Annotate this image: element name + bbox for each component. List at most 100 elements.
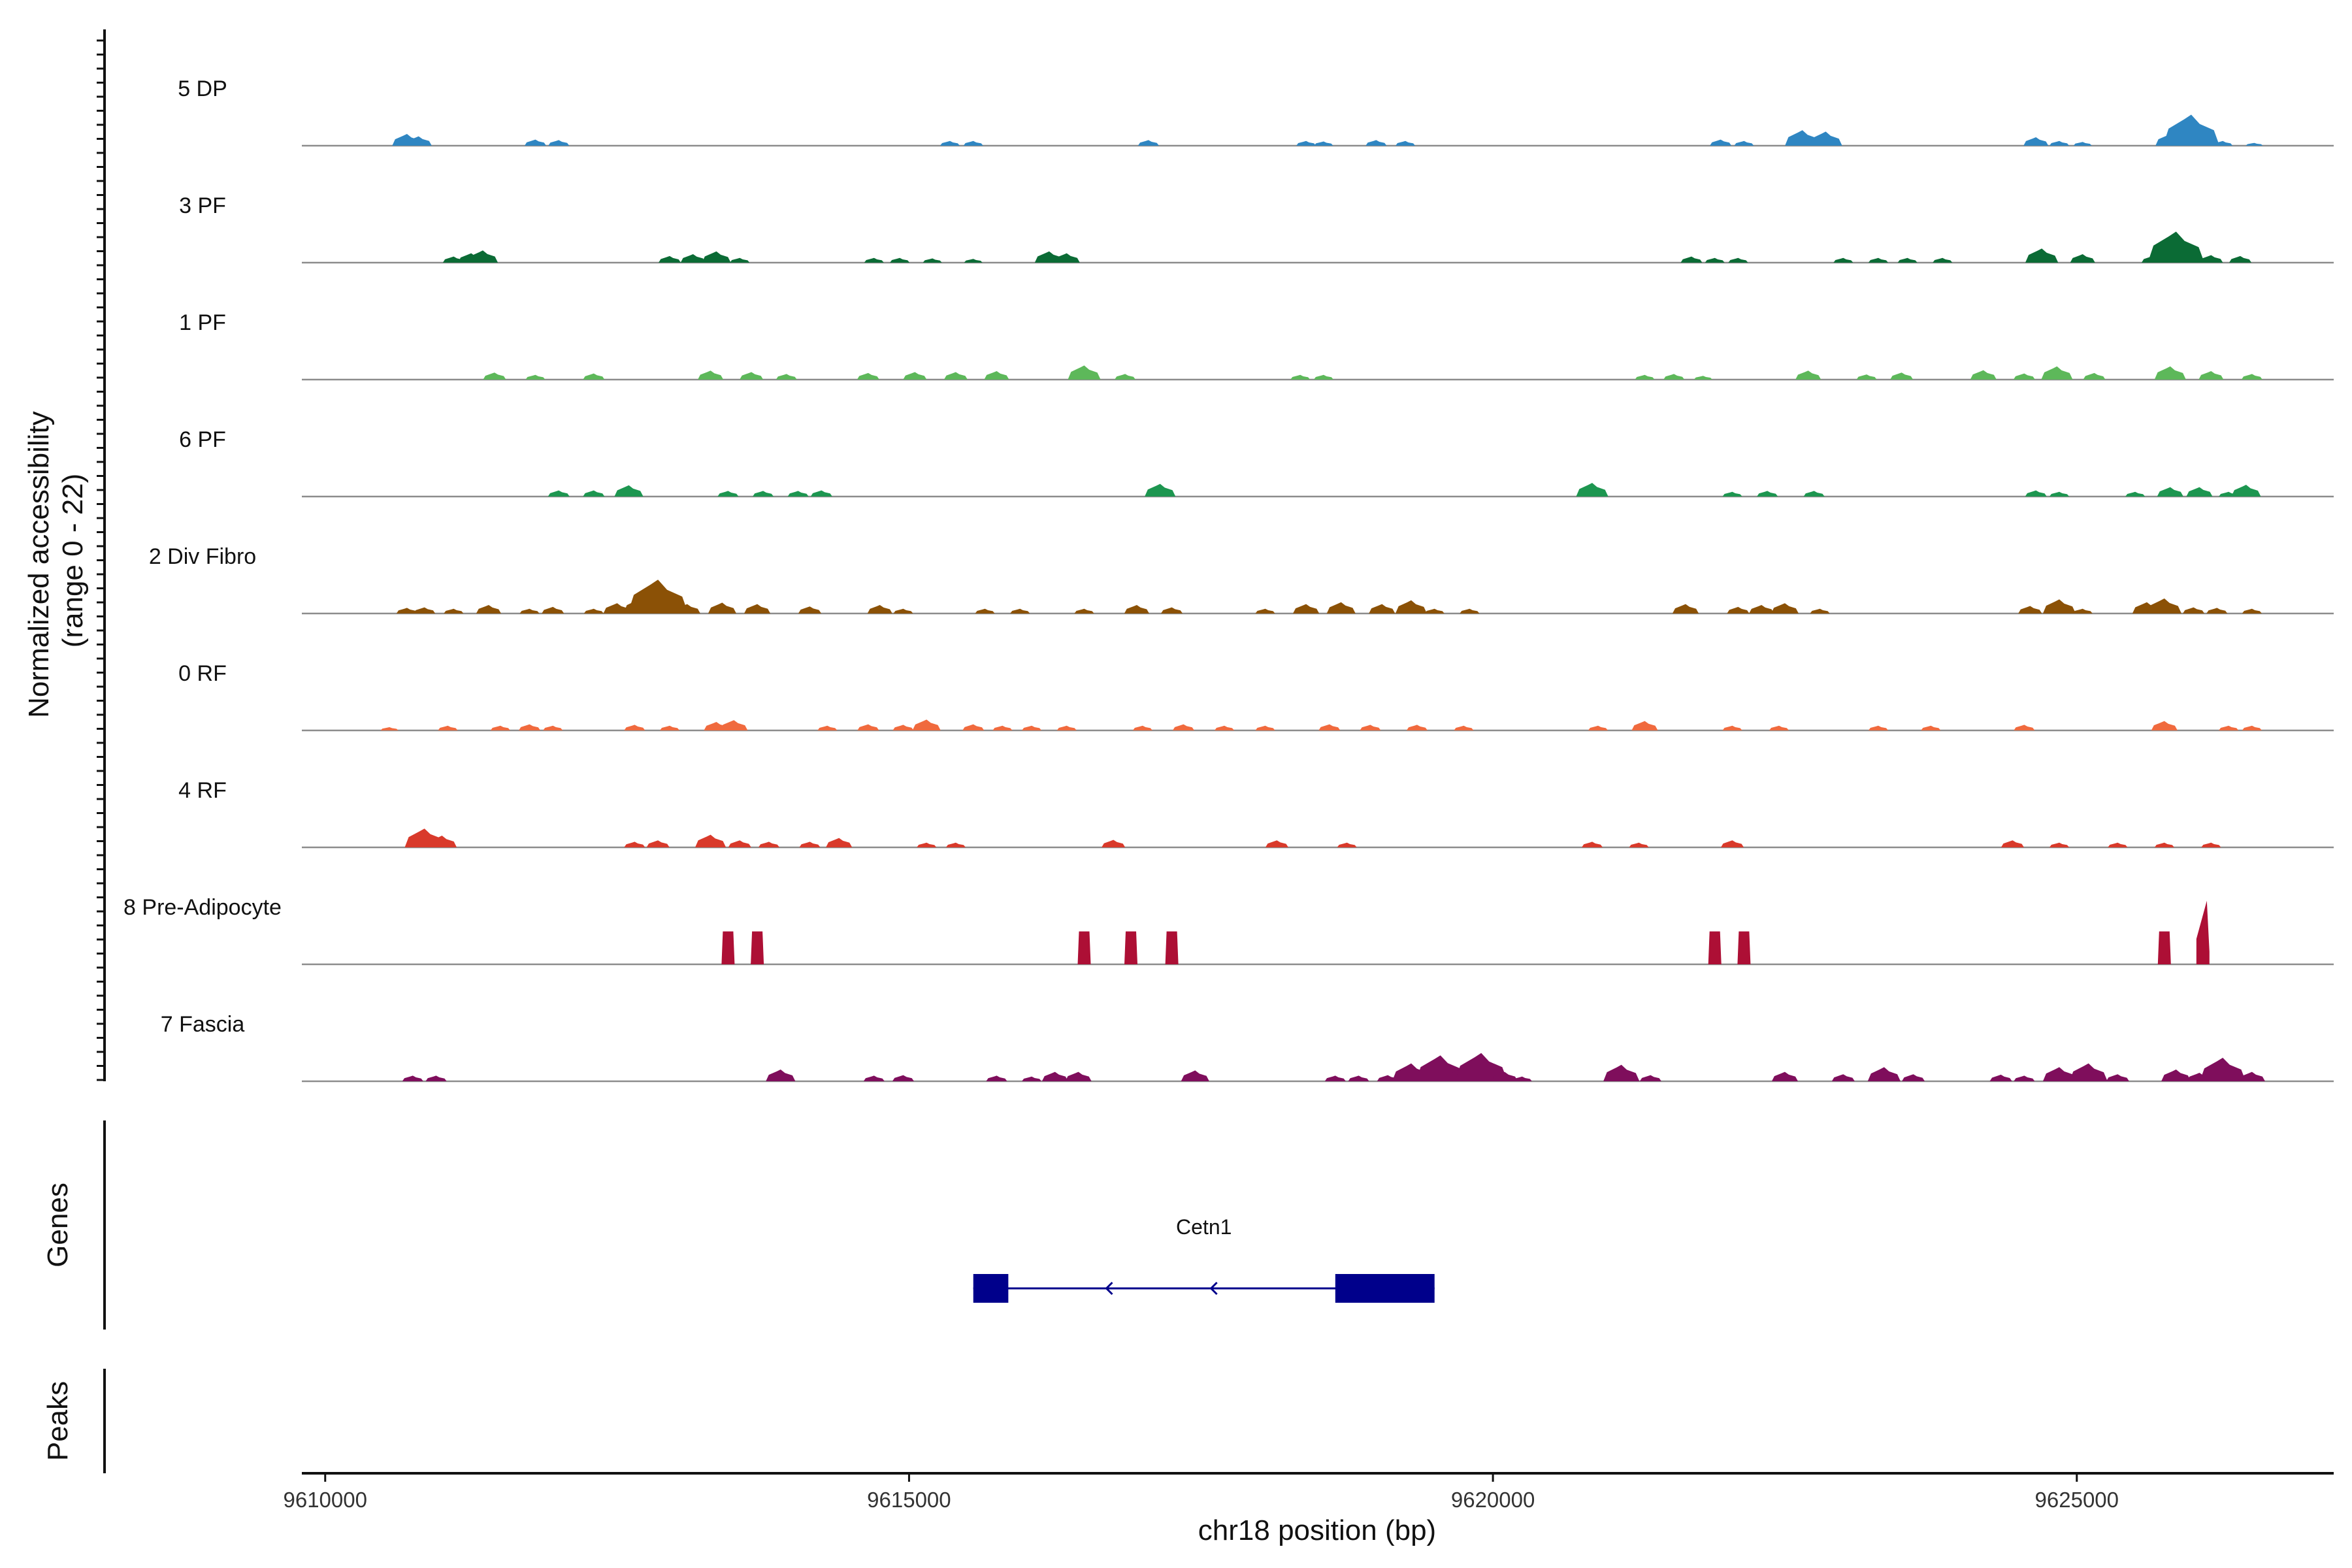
coverage-tracks: 5 DP 3 PF 1 PF 6 PF 2 Div Fibro 0 RF 4 RF 8 Pre… [123, 76, 2334, 1083]
coverage-peak [2070, 254, 2095, 263]
coverage-peak [1757, 491, 1778, 497]
coverage-peak [798, 606, 822, 613]
coverage-peak [2151, 721, 2178, 730]
coverage-peak [1172, 724, 1194, 730]
x-tick-label: 9610000 [284, 1488, 367, 1512]
coverage-peak [2241, 374, 2262, 380]
coverage-peak [2157, 931, 2171, 964]
coverage-peak [1369, 604, 1396, 613]
coverage-peak [1693, 376, 1712, 380]
coverage-peak [519, 608, 540, 613]
coverage-peak [708, 602, 736, 613]
coverage-peak [490, 725, 510, 730]
coverage-peak [542, 606, 564, 613]
coverage-peak [1833, 257, 1854, 263]
coverage-peak [2072, 608, 2093, 613]
gene-exon [1335, 1274, 1435, 1303]
coverage-peak [740, 372, 764, 380]
coverage-peak [1933, 257, 1953, 263]
coverage-peak [1631, 721, 1658, 730]
coverage-peak [1970, 370, 1997, 380]
x-tick-label: 9615000 [867, 1488, 951, 1512]
coverage-peak [1603, 1064, 1640, 1081]
coverage-peak [1868, 257, 1888, 263]
coverage-peak [2242, 725, 2262, 730]
coverage-peak [583, 373, 605, 380]
coverage-peak [2147, 598, 2181, 613]
track-2-div-fibro: 2 Div Fibro [149, 544, 2334, 615]
coverage-peak [1065, 1071, 1092, 1081]
coverage-peak [890, 257, 910, 263]
coverage-peak [1074, 608, 1094, 613]
coverage-peak [2206, 608, 2228, 613]
coverage-peak [1629, 842, 1649, 847]
coverage-peak [1769, 725, 1789, 730]
coverage-peak [1710, 139, 1732, 146]
coverage-peak [583, 608, 604, 613]
coverage-peak [2069, 1063, 2108, 1081]
coverage-peak [1897, 257, 1918, 263]
coverage-peak [583, 490, 605, 497]
coverage-peak [1989, 1074, 2012, 1081]
coverage-peak [1181, 1070, 1209, 1081]
coverage-peak [2073, 142, 2092, 146]
coverage-peak [1314, 141, 1333, 146]
coverage-peak [476, 605, 501, 613]
track-label: 3 PF [179, 193, 226, 218]
coverage-peak [903, 372, 927, 380]
coverage-peak [467, 250, 498, 263]
coverage-peak [787, 491, 809, 497]
coverage-peak [1868, 725, 1888, 730]
coverage-peak [1395, 600, 1428, 613]
coverage-peak [1588, 725, 1608, 730]
coverage-peak [2186, 487, 2213, 497]
coverage-peak [1145, 483, 1176, 497]
strand-arrow [1209, 1281, 1218, 1296]
coverage-peak [627, 580, 689, 613]
coverage-peak [2198, 371, 2224, 380]
coverage-peak [2196, 900, 2210, 964]
coverage-peak [1137, 140, 1159, 146]
coverage-peak [1734, 140, 1754, 146]
coverage-peak [892, 1075, 914, 1081]
coverage-peak [945, 842, 966, 847]
coverage-peak [1902, 1074, 1925, 1081]
coverage-peak [1749, 605, 1774, 613]
coverage-peak [1635, 374, 1655, 380]
coverage-peak [730, 257, 750, 263]
coverage-peak [1022, 1076, 1042, 1081]
coverage-peak [519, 724, 541, 730]
coverage-peak [863, 1075, 885, 1081]
coverage-peak [1803, 491, 1825, 497]
coverage-peak [766, 1070, 796, 1081]
coverage-peak [2083, 372, 2106, 380]
coverage-peak [1165, 931, 1179, 964]
coverage-peak [2041, 366, 2073, 380]
coverage-peak [1022, 725, 1042, 730]
coverage-peak [2023, 137, 2049, 146]
coverage-peak [1639, 1075, 1661, 1081]
coverage-peak [2242, 608, 2262, 613]
coverage-peak [2106, 1074, 2129, 1081]
coverage-peak [810, 490, 832, 497]
coverage-peak [1396, 140, 1416, 146]
coverage-peak [1265, 840, 1288, 847]
coverage-peak [2200, 1058, 2246, 1081]
coverage-peak [1293, 604, 1320, 613]
coverage-peak [1053, 253, 1080, 263]
coverage-peak [414, 607, 436, 613]
genes-panel-label: Genes [42, 1183, 74, 1267]
coverage-peak [1318, 724, 1341, 730]
coverage-peak [2161, 1070, 2191, 1081]
coverage-peak [1326, 602, 1356, 613]
coverage-peak [2157, 487, 2183, 497]
coverage-peak [2042, 599, 2076, 613]
coverage-peak [2154, 842, 2174, 847]
coverage-peak [2018, 606, 2042, 613]
coverage-peak [1406, 725, 1428, 730]
coverage-peak [2213, 140, 2233, 146]
coverage-peak [817, 725, 838, 730]
coverage-peak [1856, 374, 1877, 380]
coverage-peak [2219, 725, 2239, 730]
coverage-peak [867, 605, 892, 613]
